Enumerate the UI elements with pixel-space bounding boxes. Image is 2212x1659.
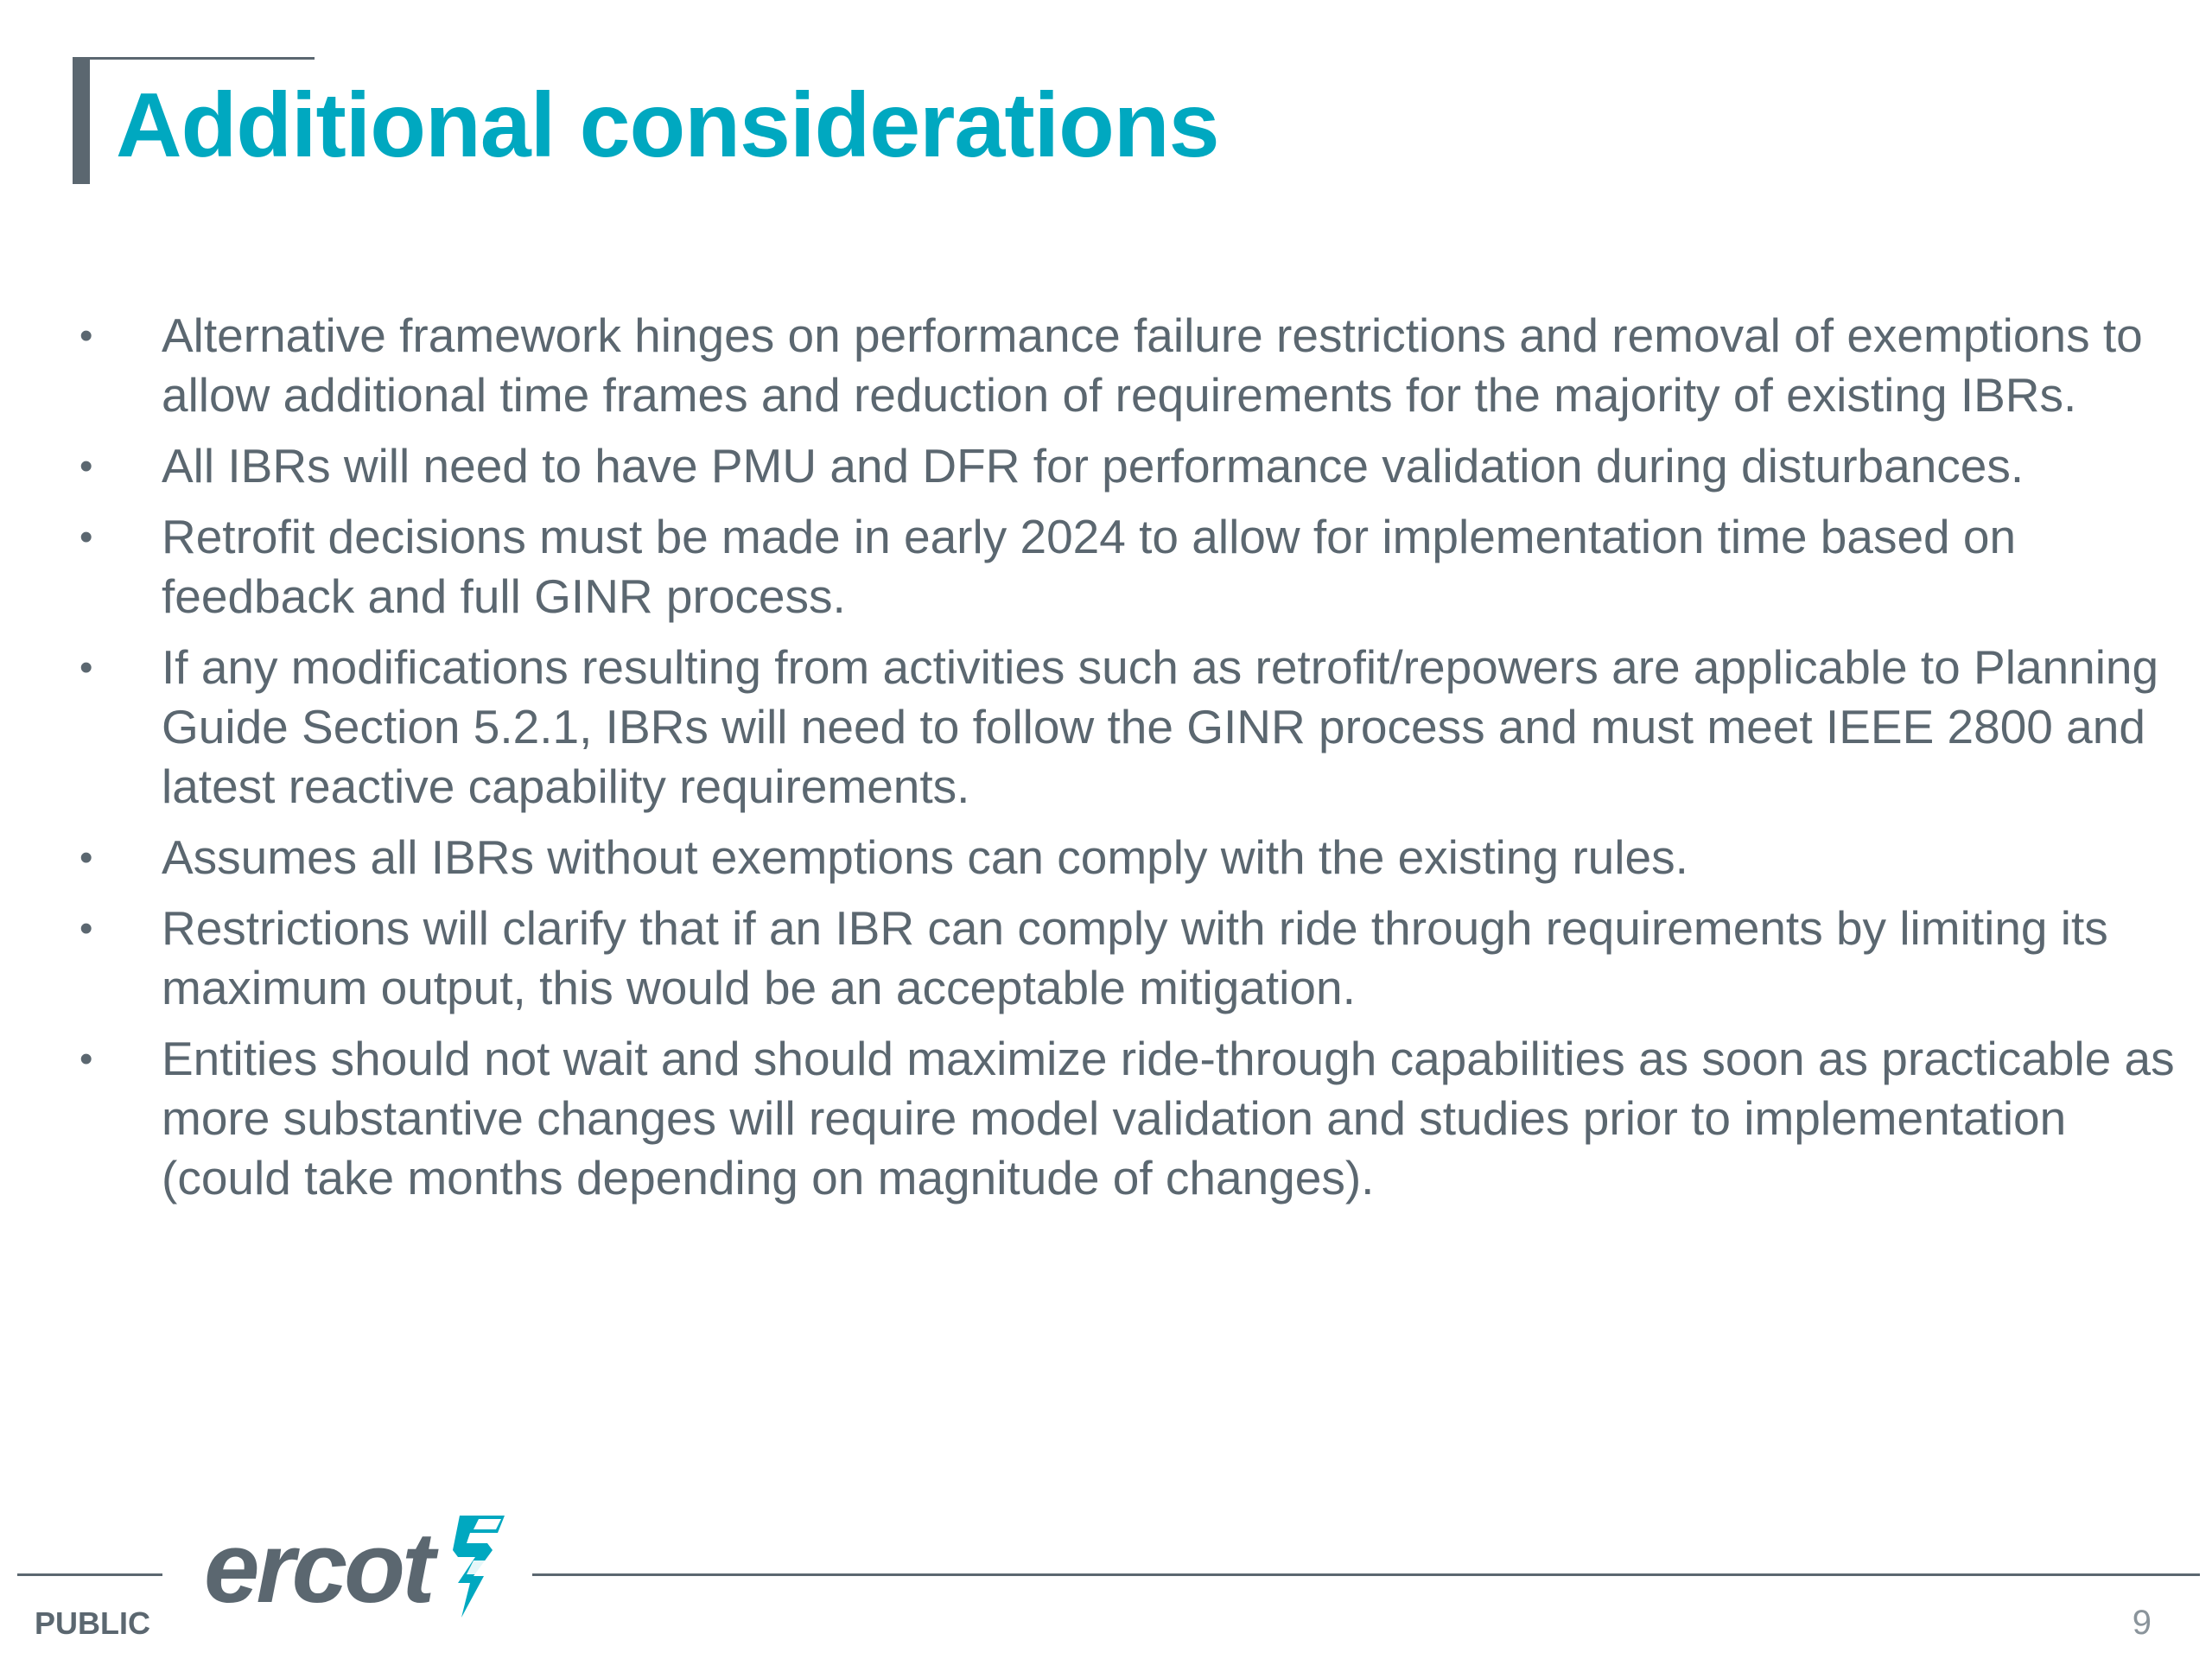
page-number: 9 <box>2132 1604 2152 1642</box>
ercot-logo: ercot <box>204 1511 522 1638</box>
bullet-item: • If any modifications resulting from ac… <box>69 638 2177 817</box>
bullet-text: Assumes all IBRs without exemptions can … <box>162 830 1688 884</box>
footer-divider-left <box>17 1573 162 1576</box>
bullet-item: • All IBRs will need to have PMU and DFR… <box>69 436 2177 496</box>
bullet-icon: • <box>79 315 93 357</box>
bullet-icon: • <box>79 646 93 689</box>
bullet-text: All IBRs will need to have PMU and DFR f… <box>162 439 2024 493</box>
bullet-item: • Assumes all IBRs without exemptions ca… <box>69 828 2177 887</box>
ercot-bolt-icon <box>452 1516 505 1618</box>
bullet-icon: • <box>79 1038 93 1080</box>
bullet-icon: • <box>79 516 93 558</box>
title-accent-line <box>73 57 315 60</box>
bullet-text: Restrictions will clarify that if an IBR… <box>162 901 2108 1014</box>
bullet-icon: • <box>79 907 93 950</box>
classification-label: PUBLIC <box>35 1605 150 1641</box>
bullet-icon: • <box>79 445 93 487</box>
bullet-text: Alternative framework hinges on performa… <box>162 308 2143 422</box>
bullet-item: • Restrictions will clarify that if an I… <box>69 899 2177 1018</box>
bullet-item: • Entities should not wait and should ma… <box>69 1029 2177 1208</box>
bullet-icon: • <box>79 836 93 879</box>
bullet-item: • Retrofit decisions must be made in ear… <box>69 507 2177 626</box>
bullet-list: • Alternative framework hinges on perfor… <box>69 306 2177 1219</box>
footer-divider-right <box>532 1573 2200 1576</box>
bullet-text: If any modifications resulting from acti… <box>162 640 2159 813</box>
bullet-item: • Alternative framework hinges on perfor… <box>69 306 2177 425</box>
bullet-text: Retrofit decisions must be made in early… <box>162 510 2017 623</box>
logo-wordmark: ercot <box>204 1511 435 1624</box>
slide-title: Additional considerations <box>116 74 1220 176</box>
title-accent-bar <box>73 57 90 184</box>
bullet-text: Entities should not wait and should maxi… <box>162 1032 2175 1205</box>
